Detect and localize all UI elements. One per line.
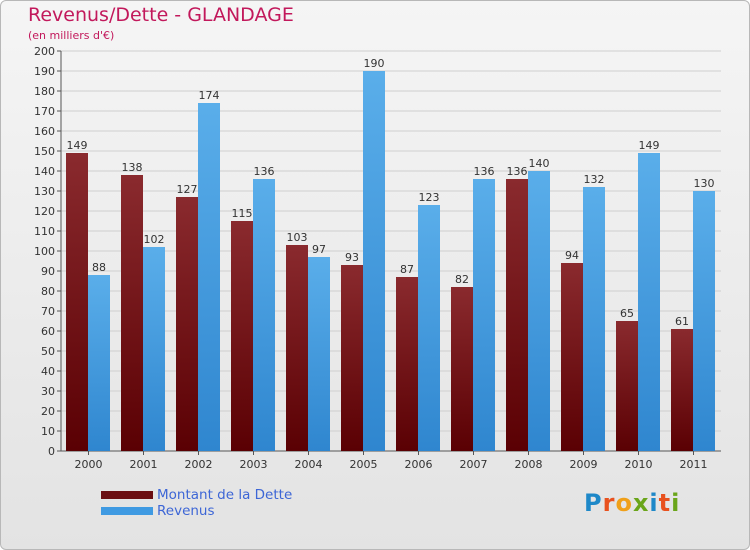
value-label-revenus: 136 bbox=[254, 165, 275, 178]
bar-dette bbox=[616, 321, 638, 451]
value-label-dette: 127 bbox=[177, 183, 198, 196]
x-tick-label: 2010 bbox=[625, 458, 653, 471]
value-label-revenus: 102 bbox=[144, 233, 165, 246]
bar-dette bbox=[396, 277, 418, 451]
x-tick-label: 2005 bbox=[350, 458, 378, 471]
bar-revenus bbox=[143, 247, 165, 451]
bar-dette bbox=[121, 175, 143, 451]
y-tick-label: 130 bbox=[34, 185, 55, 198]
bar-revenus bbox=[363, 71, 385, 451]
y-tick-label: 50 bbox=[41, 345, 55, 358]
value-label-dette: 94 bbox=[565, 249, 579, 262]
value-label-revenus: 132 bbox=[584, 173, 605, 186]
chart-title: Revenus/Dette - GLANDAGE bbox=[28, 4, 294, 26]
bar-revenus bbox=[88, 275, 110, 451]
x-tick-label: 2000 bbox=[75, 458, 103, 471]
value-label-dette: 149 bbox=[67, 139, 88, 152]
y-tick-label: 180 bbox=[34, 85, 55, 98]
y-tick-label: 40 bbox=[41, 365, 55, 378]
bar-revenus bbox=[308, 257, 330, 451]
bar-dette bbox=[341, 265, 363, 451]
labels: 2000 149 88 2001 138 102 2002 127 174 2003 115 136 2… bbox=[67, 57, 715, 471]
x-tick-label: 2001 bbox=[130, 458, 158, 471]
value-label-dette: 103 bbox=[287, 231, 308, 244]
y-tick-label: 160 bbox=[34, 125, 55, 138]
value-label-revenus: 130 bbox=[694, 177, 715, 190]
bar-dette bbox=[286, 245, 308, 451]
proxiti-logo: Proxiti bbox=[584, 489, 681, 517]
chart-subtitle: (en milliers d'€) bbox=[28, 29, 115, 42]
y-tick-label: 60 bbox=[41, 325, 55, 338]
value-label-dette: 93 bbox=[345, 251, 359, 264]
y-tick-label: 10 bbox=[41, 425, 55, 438]
bar-revenus bbox=[583, 187, 605, 451]
x-tick-label: 2011 bbox=[680, 458, 708, 471]
value-label-dette: 115 bbox=[232, 207, 253, 220]
bar-revenus bbox=[253, 179, 275, 451]
x-tick-label: 2006 bbox=[405, 458, 433, 471]
y-tick-label: 200 bbox=[34, 45, 55, 58]
bar-revenus bbox=[693, 191, 715, 451]
x-tick-label: 2003 bbox=[240, 458, 268, 471]
value-label-revenus: 140 bbox=[529, 157, 550, 170]
value-label-revenus: 149 bbox=[639, 139, 660, 152]
x-tick-label: 2007 bbox=[460, 458, 488, 471]
value-label-dette: 136 bbox=[507, 165, 528, 178]
legend-swatch-dette bbox=[101, 491, 153, 499]
y-tick-label: 20 bbox=[41, 405, 55, 418]
y-tick-label: 90 bbox=[41, 265, 55, 278]
y-tick-label: 0 bbox=[48, 445, 55, 458]
bar-dette bbox=[451, 287, 473, 451]
x-tick-label: 2009 bbox=[570, 458, 598, 471]
axes: 0 10 20 30 40 50 60 70 80 90 100 110 120 130 140 150 160… bbox=[34, 45, 721, 458]
y-tick-label: 140 bbox=[34, 165, 55, 178]
value-label-dette: 65 bbox=[620, 307, 634, 320]
y-tick-label: 110 bbox=[34, 225, 55, 238]
bar-dette bbox=[66, 153, 88, 451]
value-label-revenus: 88 bbox=[92, 261, 106, 274]
grid-lines bbox=[61, 50, 721, 452]
x-tick-label: 2004 bbox=[295, 458, 323, 471]
bar-dette bbox=[671, 329, 693, 451]
value-label-dette: 87 bbox=[400, 263, 414, 276]
value-label-dette: 138 bbox=[122, 161, 143, 174]
legend-label-revenus: Revenus bbox=[157, 503, 215, 519]
y-tick-label: 150 bbox=[34, 145, 55, 158]
value-label-dette: 61 bbox=[675, 315, 689, 328]
y-tick-label: 80 bbox=[41, 285, 55, 298]
y-tick-label: 100 bbox=[34, 245, 55, 258]
x-tick-label: 2002 bbox=[185, 458, 213, 471]
bar-revenus bbox=[638, 153, 660, 451]
y-tick-label: 120 bbox=[34, 205, 55, 218]
value-label-revenus: 97 bbox=[312, 243, 326, 256]
bar-revenus bbox=[198, 103, 220, 451]
value-label-revenus: 136 bbox=[474, 165, 495, 178]
bars bbox=[66, 71, 715, 451]
y-tick-label: 30 bbox=[41, 385, 55, 398]
bar-revenus bbox=[418, 205, 440, 451]
value-label-revenus: 174 bbox=[199, 89, 220, 102]
bar-dette bbox=[231, 221, 253, 451]
legend-swatch-revenus bbox=[101, 507, 153, 515]
bar-revenus bbox=[473, 179, 495, 451]
legend-label-dette: Montant de la Dette bbox=[157, 487, 293, 503]
bar-dette bbox=[176, 197, 198, 451]
x-tick-label: 2008 bbox=[515, 458, 543, 471]
value-label-dette: 82 bbox=[455, 273, 469, 286]
bar-revenus bbox=[528, 171, 550, 451]
value-label-revenus: 190 bbox=[364, 57, 385, 70]
bar-dette bbox=[561, 263, 583, 451]
bar-dette bbox=[506, 179, 528, 451]
y-tick-label: 70 bbox=[41, 305, 55, 318]
value-label-revenus: 123 bbox=[419, 191, 440, 204]
y-tick-label: 190 bbox=[34, 65, 55, 78]
y-tick-label: 170 bbox=[34, 105, 55, 118]
